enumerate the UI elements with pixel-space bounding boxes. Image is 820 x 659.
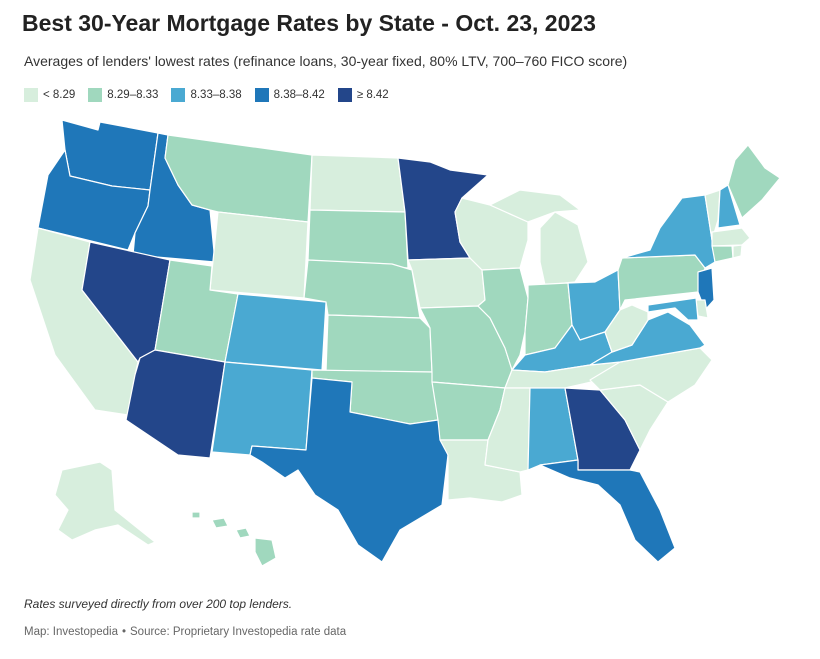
legend-item-2: 8.29–8.33 <box>88 88 158 102</box>
state-HI-4[interactable] <box>254 537 277 567</box>
legend-label-5: ≥ 8.42 <box>356 89 389 101</box>
legend-item-3: 8.33–8.38 <box>171 88 242 102</box>
state-SD[interactable] <box>307 209 409 269</box>
legend-label-4: 8.38–8.42 <box>273 89 325 101</box>
state-CT[interactable] <box>711 245 734 263</box>
state-WV[interactable] <box>604 304 649 353</box>
state-MD[interactable] <box>647 297 699 321</box>
state-TX[interactable] <box>249 377 449 563</box>
legend-item-4: 8.38–8.42 <box>254 88 325 102</box>
state-KS[interactable] <box>325 314 433 373</box>
legend-item-1: < 8.29 <box>24 88 75 102</box>
legend-swatch-2 <box>88 88 103 102</box>
state-NH[interactable] <box>717 184 741 229</box>
us-map <box>29 119 781 567</box>
credit-separator: • <box>121 626 127 638</box>
legend-swatch-4 <box>254 88 269 102</box>
chart-title: Best 30-Year Mortgage Rates by State - O… <box>22 10 596 36</box>
legend-label-1: < 8.29 <box>43 89 76 101</box>
state-FL[interactable] <box>539 459 676 563</box>
legend: < 8.29 8.29–8.33 8.33–8.38 8.38–8.42 ≥ 8… <box>24 88 402 102</box>
legend-swatch-1 <box>24 88 38 102</box>
state-WY[interactable] <box>209 211 309 299</box>
legend-item-5: ≥ 8.42 <box>337 88 389 102</box>
state-HI-2[interactable] <box>211 517 229 529</box>
state-WI[interactable] <box>454 197 529 271</box>
state-HI-1[interactable] <box>191 511 201 519</box>
state-IA[interactable] <box>407 257 486 309</box>
state-AZ[interactable] <box>125 349 226 459</box>
state-ND[interactable] <box>309 154 406 213</box>
state-AK[interactable] <box>54 461 156 546</box>
legend-label-3: 8.33–8.38 <box>190 89 242 101</box>
state-RI[interactable] <box>732 244 743 259</box>
source-credit: Source: Proprietary Investopedia rate da… <box>130 626 347 638</box>
survey-note: Rates surveyed directly from over 200 to… <box>24 597 293 611</box>
state-ME[interactable] <box>727 144 781 219</box>
credit-line: Map: Investopedia • Source: Proprietary In… <box>24 626 346 638</box>
legend-label-2: 8.29–8.33 <box>107 89 159 101</box>
chart-subtitle: Averages of lenders' lowest rates (refin… <box>24 53 628 69</box>
legend-swatch-3 <box>171 88 186 102</box>
legend-swatch-5 <box>337 88 352 102</box>
state-MI-UP[interactable] <box>489 189 581 223</box>
map-credit: Map: Investopedia <box>24 626 118 638</box>
state-MI[interactable] <box>539 211 589 286</box>
state-CO[interactable] <box>224 293 327 371</box>
state-HI-3[interactable] <box>235 527 251 539</box>
state-NM[interactable] <box>211 361 313 456</box>
state-MS[interactable] <box>484 387 531 473</box>
state-MA[interactable] <box>711 227 751 247</box>
